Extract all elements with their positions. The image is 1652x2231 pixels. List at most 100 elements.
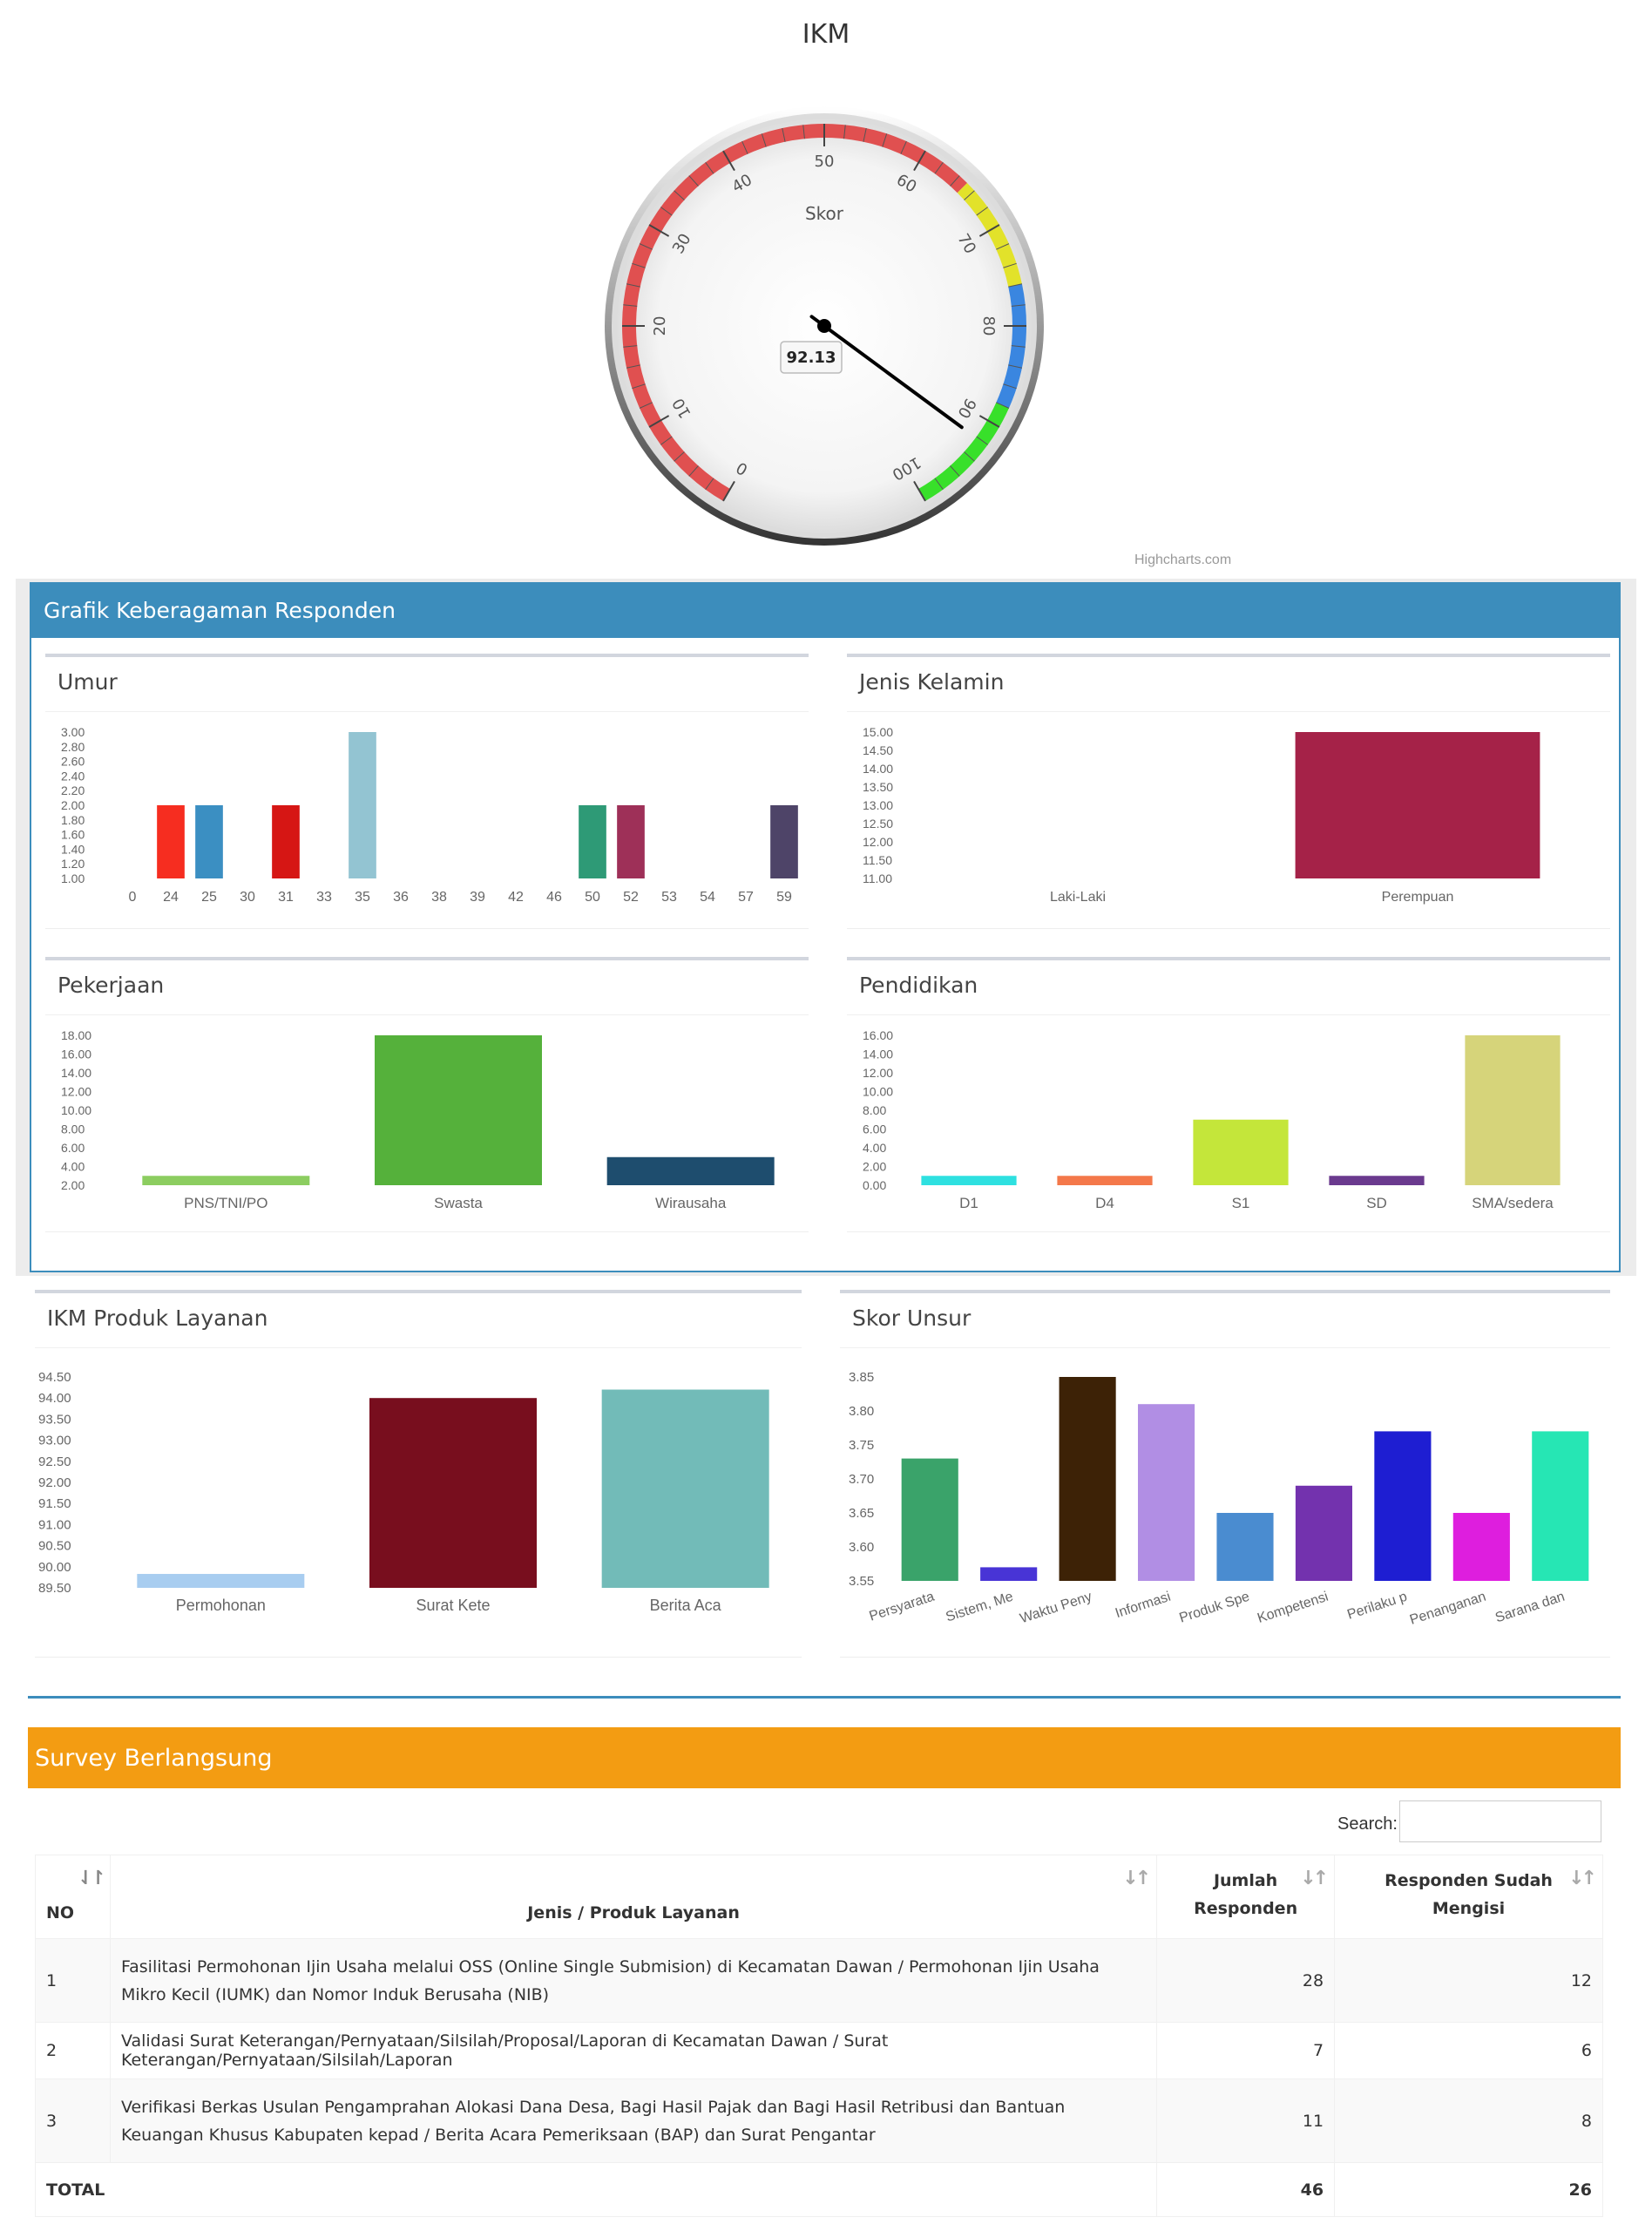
x-tick-label: Swasta: [434, 1195, 483, 1211]
y-tick-label: 90.00: [38, 1560, 71, 1575]
cell-sudah: 12: [1334, 1938, 1603, 2023]
gauge-subtitle: Skor: [805, 203, 844, 224]
bar: [980, 1567, 1038, 1581]
x-tick-label: 31: [278, 890, 294, 905]
highcharts-credit-link[interactable]: Highcharts.com: [1134, 553, 1232, 567]
gauge-major-tick: [722, 480, 735, 502]
x-tick-label: 46: [546, 890, 562, 905]
sort-icon: ↓↑: [1568, 1868, 1597, 1889]
x-tick-label: 24: [163, 890, 179, 905]
y-tick-label: 4.00: [61, 1160, 85, 1174]
column-header-jumlah[interactable]: ↓↑ Jumlah Responden: [1156, 1855, 1336, 1939]
bar: [1059, 1377, 1116, 1581]
gauge-minor-tick: [626, 283, 640, 288]
gauge-minor-tick: [705, 162, 714, 174]
gauge-minor-tick: [996, 243, 1010, 250]
chart-panel-pendidikan: Pendidikan 16.00 14.00 12.00 10.00 8.00 6.00 4…: [847, 957, 1610, 1232]
search-input[interactable]: [1399, 1800, 1601, 1842]
gauge-minor-tick: [674, 451, 685, 462]
search-label: Search:: [1337, 1814, 1398, 1834]
x-tick-label: 39: [470, 890, 485, 905]
chart-title-pendidikan: Pendidikan: [859, 973, 978, 998]
bar: [1216, 1513, 1274, 1581]
y-tick-label: 93.50: [38, 1412, 71, 1427]
gauge-band: [996, 283, 1026, 409]
x-tick-label: Produk Spe: [1177, 1590, 1251, 1626]
cell-sudah: 8: [1334, 2078, 1603, 2163]
bar: [349, 732, 376, 878]
y-tick-label: 1.60: [61, 828, 85, 842]
y-tick-label: 2.00: [61, 798, 85, 812]
chart-title-skor-unsur: Skor Unsur: [852, 1305, 972, 1331]
y-tick-label: 12.00: [863, 1066, 893, 1080]
y-tick-label: 3.00: [61, 725, 85, 739]
survey-box-topline: [28, 1696, 1621, 1699]
gauge-band: [622, 124, 968, 501]
bar: [1329, 1176, 1425, 1185]
column-header-layanan[interactable]: ↓↑ Jenis / Produk Layanan: [109, 1855, 1158, 1939]
diversity-box: Grafik Keberagaman Responden Umur 3.00 2.…: [30, 582, 1621, 1272]
y-tick-label: 91.50: [38, 1496, 71, 1511]
gauge-minor-tick: [964, 190, 975, 200]
x-tick-label: 54: [700, 890, 715, 905]
gauge-value-box: [780, 341, 843, 374]
gauge-minor-tick: [1003, 383, 1017, 390]
gauge-minor-tick: [934, 162, 944, 174]
gauge-minor-tick: [632, 262, 646, 268]
y-tick-label: 94.00: [38, 1391, 71, 1406]
column-header-sudah[interactable]: ↓↑ Responden Sudah Mengisi: [1334, 1855, 1603, 1939]
y-tick-label: 89.50: [38, 1581, 71, 1596]
chart-title-jenis-kelamin: Jenis Kelamin: [859, 669, 1005, 695]
x-tick-label: D4: [1095, 1195, 1114, 1211]
y-tick-label: 14.00: [863, 1048, 893, 1061]
y-tick-label: 2.20: [61, 783, 85, 797]
gauge-minor-tick: [632, 383, 646, 390]
x-tick-label: S1: [1232, 1195, 1250, 1211]
bar: [375, 1035, 542, 1185]
chart-title-pekerjaan: Pekerjaan: [58, 973, 165, 998]
chart-umur: 3.002.802.602.402.202.001.801.601.401.20…: [61, 725, 798, 905]
gauge-minor-tick: [623, 304, 638, 307]
gauge-minor-tick: [626, 364, 640, 369]
bar: [579, 805, 606, 878]
gauge-minor-tick: [900, 140, 907, 154]
column-header-no[interactable]: ⇃↾ NO: [35, 1855, 111, 1939]
gauge-minor-tick: [639, 243, 653, 250]
y-tick-label: 14.00: [863, 762, 893, 776]
y-tick-label: 14.50: [863, 743, 893, 757]
y-tick-label: 8.00: [61, 1122, 85, 1136]
y-tick-label: 13.00: [863, 798, 893, 812]
y-tick-label: 1.20: [61, 857, 85, 871]
gauge-minor-tick: [761, 133, 767, 147]
x-tick-label: Sarana dan: [1493, 1590, 1567, 1626]
x-tick-label: 38: [431, 890, 447, 905]
y-tick-label: 92.50: [38, 1455, 71, 1469]
gauge-minor-tick: [1011, 304, 1026, 307]
bar: [157, 805, 185, 878]
x-tick-label: Kompetensi: [1256, 1590, 1330, 1626]
y-tick-label: 2.00: [61, 1178, 85, 1192]
x-tick-label: 30: [240, 890, 255, 905]
cell-no: 1: [35, 1938, 111, 2023]
y-tick-label: 10.00: [863, 1085, 893, 1099]
x-tick-label: Perempuan: [1382, 890, 1454, 905]
gauge-title: IKM: [802, 19, 850, 50]
x-tick-label: 52: [623, 890, 639, 905]
survey-box-header: Survey Berlangsung: [28, 1727, 1621, 1788]
gauge-pivot: [817, 319, 831, 333]
y-tick-label: 3.80: [849, 1404, 874, 1419]
x-tick-label: 0: [129, 890, 137, 905]
y-tick-label: 12.00: [61, 1085, 91, 1099]
gauge-major-tick: [978, 224, 1000, 237]
table-row: 2 Validasi Surat Keterangan/Pernyataan/S…: [35, 2022, 1603, 2079]
cell-total-jumlah: 46: [1156, 2162, 1336, 2217]
y-tick-label: 12.50: [863, 817, 893, 831]
y-tick-label: 14.00: [61, 1066, 91, 1080]
y-tick-label: 94.50: [38, 1370, 71, 1385]
gauge-minor-tick: [639, 402, 653, 409]
y-tick-label: 90.50: [38, 1539, 71, 1554]
chart-ikm-produk: 94.50 94.00 93.50 93.00 92.50 92.00 91.50 91.00…: [38, 1370, 769, 1614]
bar: [1057, 1176, 1153, 1185]
x-tick-label: Sistem, Me: [944, 1590, 1015, 1625]
